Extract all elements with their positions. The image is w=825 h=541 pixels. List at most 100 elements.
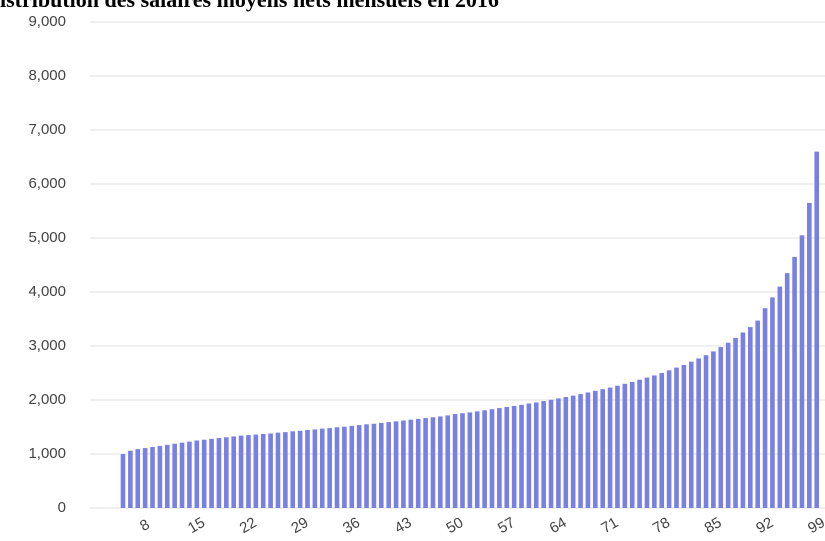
- bar: [497, 408, 502, 508]
- bar: [319, 428, 325, 508]
- bar: [172, 443, 177, 508]
- x-tick-label: 50: [443, 514, 466, 537]
- bar: [415, 418, 421, 508]
- bar: [807, 202, 812, 508]
- bar: [408, 419, 414, 508]
- x-tick-label: 78: [650, 514, 673, 537]
- bar: [585, 392, 591, 508]
- bar: [748, 327, 753, 508]
- bar: [615, 385, 620, 508]
- bar: [209, 438, 214, 508]
- bar: [504, 407, 510, 508]
- bar: [364, 424, 369, 508]
- y-tick-label: 9,000: [28, 13, 66, 30]
- bar: [246, 435, 251, 508]
- bar: [238, 435, 244, 508]
- bar: [600, 389, 605, 508]
- bar: [681, 364, 687, 508]
- bar: [556, 398, 561, 508]
- bar: [533, 402, 539, 508]
- bar: [290, 431, 296, 508]
- bar: [356, 425, 362, 508]
- bar: [622, 383, 628, 508]
- bar: [164, 444, 170, 508]
- y-tick-label: 7,000: [28, 121, 66, 138]
- bar: [814, 151, 820, 508]
- bar: [371, 423, 377, 508]
- bar: [482, 410, 487, 508]
- bar: [474, 411, 480, 508]
- bar: [652, 375, 657, 508]
- bar: [268, 433, 273, 508]
- bar: [312, 429, 318, 508]
- bar: [283, 432, 288, 508]
- bar: [703, 355, 709, 508]
- y-tick-label: 3,000: [28, 337, 66, 354]
- bar: [792, 256, 797, 508]
- bar: [770, 297, 775, 508]
- bar: [593, 390, 598, 508]
- y-tick-label: 5,000: [28, 229, 66, 246]
- bar: [179, 442, 185, 508]
- bar: [644, 377, 650, 508]
- bar: [578, 394, 583, 508]
- x-tick-label: 64: [547, 514, 570, 537]
- bar: [445, 415, 451, 508]
- bar: [216, 438, 222, 508]
- bar: [489, 409, 495, 508]
- bar: [201, 439, 207, 508]
- bar: [452, 414, 458, 508]
- bar: [762, 308, 768, 508]
- bar: [142, 448, 148, 508]
- bar: [541, 401, 546, 508]
- bar: [526, 403, 532, 508]
- bar: [342, 426, 347, 508]
- bar: [460, 413, 465, 508]
- bar: [260, 434, 266, 508]
- bar: [194, 440, 200, 508]
- x-tick-label: 92: [753, 514, 776, 537]
- bar: [563, 397, 569, 508]
- bar: [135, 449, 141, 508]
- bar: [711, 351, 716, 508]
- bar: [607, 387, 613, 508]
- bar: [334, 427, 340, 508]
- x-tick-label: 29: [288, 514, 311, 537]
- bar: [570, 395, 576, 508]
- bar: [725, 342, 731, 508]
- bar: [349, 425, 355, 508]
- bar: [548, 399, 554, 508]
- bar: [327, 428, 332, 508]
- y-tick-label: 1,000: [28, 445, 66, 462]
- bar: [740, 332, 746, 508]
- bar: [718, 347, 724, 508]
- bar: [629, 381, 635, 508]
- x-tick-label: 57: [495, 514, 518, 537]
- bar: [401, 420, 406, 508]
- bar: [733, 337, 738, 508]
- x-tick-label: 43: [392, 514, 415, 537]
- x-tick-label: 36: [340, 514, 363, 537]
- bar: [799, 235, 805, 509]
- x-tick-label: 85: [702, 514, 725, 537]
- y-tick-label: 6,000: [28, 175, 66, 192]
- x-tick-label: 99: [805, 514, 825, 537]
- bar: [755, 320, 760, 508]
- y-tick-label: 8,000: [28, 67, 66, 84]
- bar: [120, 454, 126, 508]
- bar: [231, 436, 236, 508]
- bar: [637, 379, 642, 508]
- bar: [438, 416, 443, 508]
- bar: [275, 432, 281, 508]
- bar: [423, 418, 428, 508]
- bar: [430, 417, 436, 508]
- bar: [224, 437, 229, 508]
- bar: [297, 430, 303, 508]
- y-tick-label: 2,000: [28, 391, 66, 408]
- bar: [784, 273, 790, 508]
- x-tick-label: 15: [185, 514, 208, 537]
- bar: [659, 373, 665, 508]
- bar: [393, 421, 399, 508]
